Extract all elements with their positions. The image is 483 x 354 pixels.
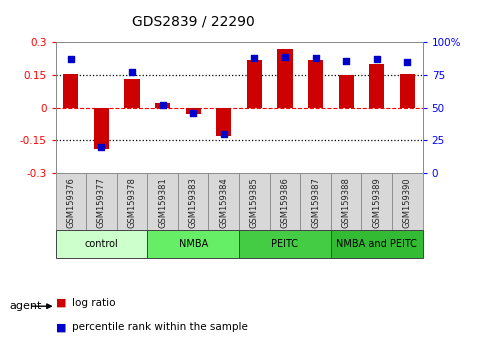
Text: GSM159388: GSM159388	[341, 177, 351, 228]
Bar	[361, 173, 392, 230]
Bar	[400, 74, 415, 108]
Bar	[331, 230, 423, 258]
Text: ■: ■	[56, 322, 66, 332]
Bar	[239, 230, 331, 258]
Bar	[270, 173, 300, 230]
Point	[220, 131, 227, 137]
Text: GSM159384: GSM159384	[219, 177, 228, 228]
Bar	[331, 173, 361, 230]
Text: GSM159385: GSM159385	[250, 177, 259, 228]
Point	[312, 55, 319, 61]
Text: NMBA and PEITC: NMBA and PEITC	[336, 239, 417, 249]
Bar	[178, 173, 209, 230]
Bar	[155, 103, 170, 108]
Bar	[125, 79, 140, 108]
Point	[98, 144, 105, 150]
Bar	[277, 49, 293, 108]
Text: GDS2839 / 22290: GDS2839 / 22290	[132, 14, 255, 28]
Bar	[209, 173, 239, 230]
Text: GSM159386: GSM159386	[281, 177, 289, 228]
Text: GSM159378: GSM159378	[128, 177, 137, 228]
Point	[403, 59, 411, 65]
Bar	[392, 173, 423, 230]
Text: GSM159376: GSM159376	[66, 177, 75, 228]
Bar	[216, 108, 231, 136]
Point	[189, 110, 197, 116]
Bar	[308, 60, 323, 108]
Text: GSM159383: GSM159383	[189, 177, 198, 228]
Point	[281, 54, 289, 60]
Bar	[185, 108, 201, 114]
Text: GSM159387: GSM159387	[311, 177, 320, 228]
Bar	[56, 173, 86, 230]
Bar	[239, 173, 270, 230]
Text: agent: agent	[10, 301, 42, 311]
Bar	[369, 64, 384, 108]
Text: GSM159390: GSM159390	[403, 177, 412, 228]
Point	[159, 102, 167, 108]
Bar	[94, 108, 109, 149]
Bar	[147, 173, 178, 230]
Point	[251, 55, 258, 61]
Text: percentile rank within the sample: percentile rank within the sample	[72, 322, 248, 332]
Text: PEITC: PEITC	[271, 239, 298, 249]
Bar	[247, 60, 262, 108]
Point	[67, 57, 75, 62]
Text: NMBA: NMBA	[179, 239, 208, 249]
Bar	[86, 173, 117, 230]
Text: GSM159381: GSM159381	[158, 177, 167, 228]
Text: control: control	[85, 239, 118, 249]
Bar	[63, 74, 78, 108]
Text: GSM159389: GSM159389	[372, 177, 381, 228]
Text: log ratio: log ratio	[72, 298, 116, 308]
Bar	[147, 230, 239, 258]
Bar	[339, 75, 354, 108]
Point	[128, 70, 136, 75]
Bar	[117, 173, 147, 230]
Bar	[56, 230, 147, 258]
Text: GSM159377: GSM159377	[97, 177, 106, 228]
Point	[342, 58, 350, 64]
Text: ■: ■	[56, 298, 66, 308]
Point	[373, 57, 381, 62]
Bar	[300, 173, 331, 230]
